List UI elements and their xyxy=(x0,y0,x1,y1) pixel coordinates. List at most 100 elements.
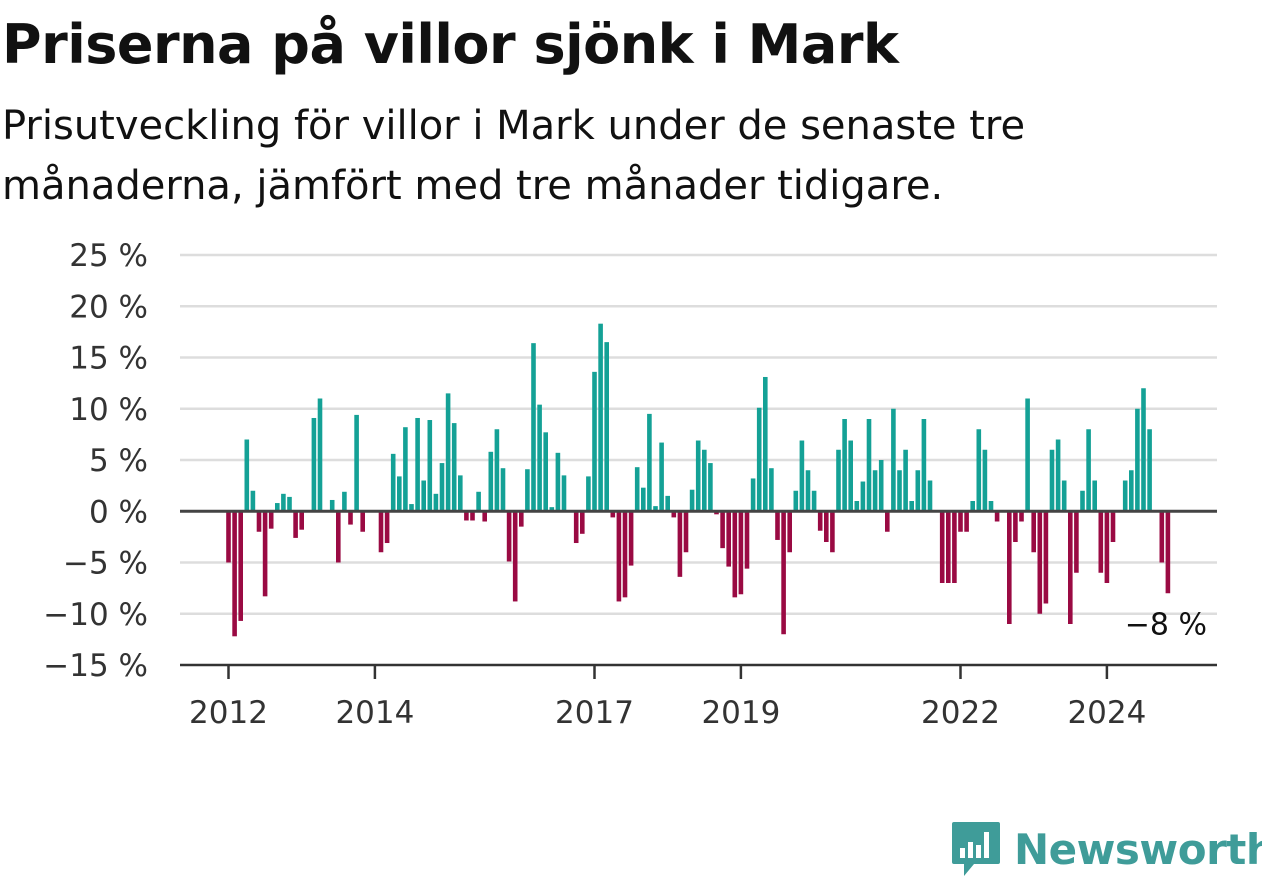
bar xyxy=(598,323,603,512)
brand-name: Newsworthy xyxy=(1014,824,1262,874)
bar xyxy=(756,407,762,512)
bar xyxy=(628,511,634,566)
newsworthy-chart-bubble-icon xyxy=(952,822,1000,876)
bar xyxy=(390,453,396,512)
bar xyxy=(824,511,829,542)
bar xyxy=(1061,480,1067,512)
bar xyxy=(586,476,591,512)
bar xyxy=(250,490,256,512)
y-axis: −15 % −10 % −5 % 0 % 5 % 10 % 15 % 20 % 25 % xyxy=(43,238,148,684)
bar xyxy=(329,499,335,512)
bar xyxy=(531,343,536,512)
bar xyxy=(811,490,817,512)
bar xyxy=(604,342,609,512)
bar xyxy=(403,427,408,512)
bar xyxy=(1007,511,1012,624)
y-tick-label: 0 % xyxy=(89,494,148,530)
bar xyxy=(781,511,786,635)
bar xyxy=(964,511,969,532)
bar xyxy=(750,478,756,512)
bar xyxy=(256,511,262,532)
bar xyxy=(817,511,823,531)
bar xyxy=(689,489,695,512)
bar xyxy=(500,468,506,512)
bar xyxy=(720,511,725,549)
bar xyxy=(793,490,799,512)
bar xyxy=(238,511,243,621)
y-tick-label: 20 % xyxy=(69,289,148,325)
bar xyxy=(726,511,731,567)
bar xyxy=(232,511,237,637)
bar xyxy=(293,511,298,538)
bar xyxy=(1013,511,1018,542)
bar xyxy=(299,511,304,530)
bar xyxy=(878,460,884,512)
bar xyxy=(927,480,933,512)
bar xyxy=(641,487,646,512)
x-tick-label: 2019 xyxy=(701,695,780,731)
bar xyxy=(262,511,268,597)
bar xyxy=(1049,449,1055,512)
bar xyxy=(482,511,487,522)
bar xyxy=(1025,398,1030,512)
bar xyxy=(677,511,683,577)
bar xyxy=(1080,490,1085,512)
bar xyxy=(311,417,317,512)
bar xyxy=(433,493,439,512)
bar xyxy=(317,398,323,512)
bar xyxy=(982,449,988,512)
bar xyxy=(763,376,768,512)
bar xyxy=(445,393,451,512)
y-tick-label: 25 % xyxy=(69,238,148,274)
bar xyxy=(409,504,414,512)
x-axis: 2012 2014 2017 2019 2022 2024 xyxy=(189,665,1146,731)
bar xyxy=(653,506,658,512)
brand-logo: Newsworthy xyxy=(950,818,1262,880)
bar xyxy=(360,511,365,532)
bar xyxy=(573,511,579,544)
bar xyxy=(275,503,280,512)
bar xyxy=(384,511,390,544)
bar xyxy=(439,463,445,512)
bar xyxy=(244,439,250,512)
bar xyxy=(342,491,347,512)
bar xyxy=(909,501,914,512)
x-tick-label: 2012 xyxy=(189,695,268,731)
bar xyxy=(866,419,872,512)
bar xyxy=(519,511,524,527)
bar xyxy=(738,511,744,595)
bar xyxy=(665,495,670,512)
bar xyxy=(397,476,402,512)
bar xyxy=(415,417,420,512)
bar xyxy=(1098,511,1104,573)
bar xyxy=(476,491,481,512)
last-value-label: −8 % xyxy=(1125,607,1207,642)
bar xyxy=(561,475,567,512)
bar xyxy=(506,511,512,562)
bar xyxy=(464,511,469,521)
bar xyxy=(970,501,975,512)
bar xyxy=(1129,470,1134,512)
bar-chart: −15 % −10 % −5 % 0 % 5 % 10 % 15 % 20 % 25 % 201… xyxy=(43,238,1217,731)
bar xyxy=(512,511,518,602)
bar xyxy=(799,440,805,512)
bar xyxy=(1092,480,1097,512)
chart-title: Priserna på villor sjönk i Mark xyxy=(2,13,899,76)
y-tick-label: 5 % xyxy=(89,443,148,479)
bar xyxy=(1074,511,1079,573)
bar xyxy=(1122,480,1128,512)
bar xyxy=(1110,511,1116,542)
bar xyxy=(1019,511,1024,522)
bar xyxy=(1055,439,1061,512)
bar xyxy=(268,511,274,529)
bar xyxy=(458,475,463,512)
x-tick-label: 2022 xyxy=(921,695,1000,731)
bar xyxy=(946,511,951,583)
bar xyxy=(708,463,713,512)
bar xyxy=(1147,429,1152,512)
bar xyxy=(1037,511,1043,614)
bar xyxy=(897,470,902,512)
bar xyxy=(647,413,652,512)
bar xyxy=(671,511,677,518)
bar xyxy=(872,470,878,512)
